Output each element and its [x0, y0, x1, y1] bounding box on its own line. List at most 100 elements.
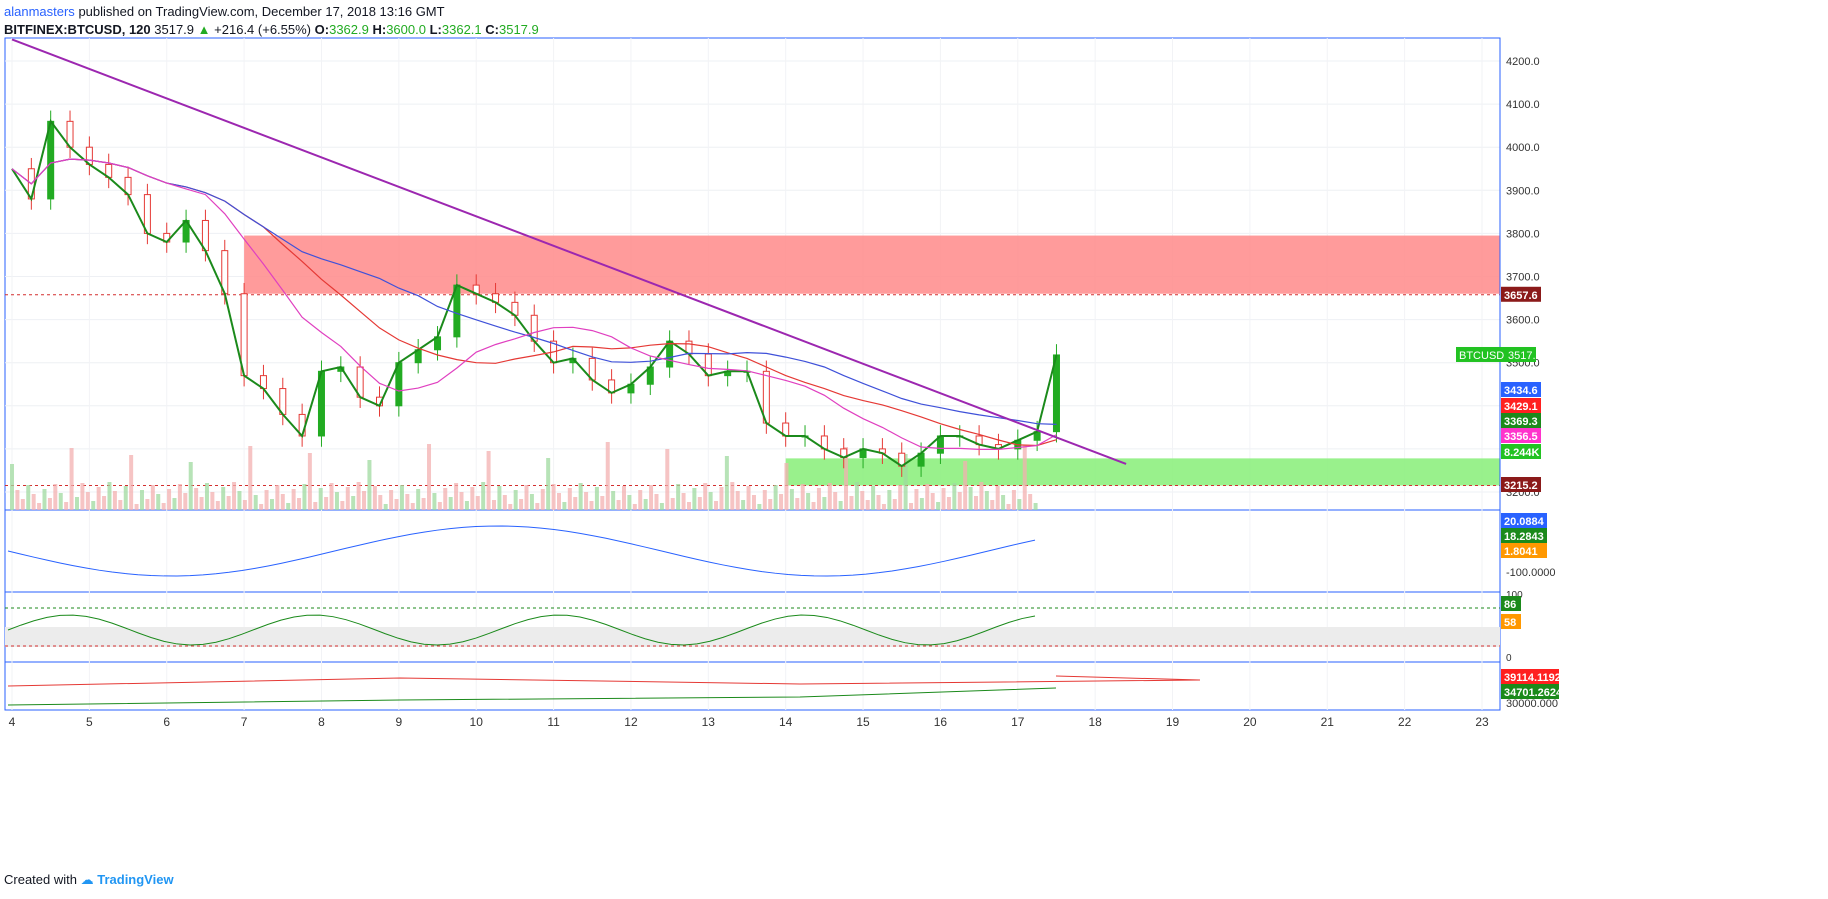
volume-bar — [919, 498, 924, 510]
volume-bar — [123, 486, 128, 510]
x-tick-label: 9 — [395, 715, 402, 729]
x-tick-label: 7 — [241, 715, 248, 729]
stoch-band — [5, 627, 1500, 647]
volume-bar — [984, 491, 989, 510]
volume-bar — [199, 497, 204, 510]
volume-bar — [26, 485, 31, 510]
stoch-label: 58 — [1504, 617, 1516, 629]
volume-bar — [448, 497, 453, 510]
volume-bar — [486, 451, 491, 510]
volume-bar — [497, 486, 502, 510]
volume-bar — [399, 485, 404, 510]
volume-bar — [69, 448, 74, 510]
volume-bar — [941, 488, 946, 510]
volume-bar — [567, 488, 572, 510]
volume-bar — [833, 492, 838, 510]
volume-bar — [302, 484, 307, 510]
volume-bar — [1006, 504, 1011, 510]
obv-red-line — [7, 675, 1201, 687]
volume-bar — [502, 495, 507, 510]
volume-bar — [286, 503, 291, 510]
footer: Created with ☁ TradingView — [4, 872, 174, 888]
volume-bar — [519, 499, 524, 510]
macd-pane-frame — [4, 509, 1501, 593]
volume-bar — [492, 500, 497, 510]
x-tick-label: 5 — [86, 715, 93, 729]
price-label: 3429.1 — [1504, 401, 1538, 413]
volume-bar — [508, 504, 513, 510]
ma-red-line — [11, 158, 1057, 447]
volume-bar — [654, 494, 659, 510]
x-tick-label: 14 — [779, 715, 793, 729]
high-value: 3600.0 — [386, 22, 426, 37]
price-change: +216.4 (+6.55%) — [214, 22, 312, 37]
price-tick-label: 4200.0 — [1506, 56, 1540, 68]
open-value: 3362.9 — [329, 22, 369, 37]
obv-label: 34701.2624 — [1504, 687, 1563, 699]
macd-label: 20.0884 — [1504, 516, 1545, 528]
x-tick-label: 13 — [702, 715, 716, 729]
volume-bar — [686, 502, 691, 510]
x-tick-label: 21 — [1321, 715, 1335, 729]
volume-bar — [946, 497, 951, 510]
volume-bar — [990, 500, 995, 510]
x-tick-label: 20 — [1243, 715, 1257, 729]
volume-bar — [930, 493, 935, 510]
volume-bar — [204, 483, 209, 510]
close-label: C: — [485, 22, 499, 37]
volume-bar — [957, 492, 962, 510]
volume-bar — [1022, 445, 1027, 510]
volume-bar — [167, 489, 172, 510]
volume-bar — [551, 484, 556, 510]
macd-label-bg — [1501, 528, 1547, 543]
volume-bar — [632, 504, 637, 510]
price-label-bg — [1501, 477, 1541, 492]
volume-bar — [968, 487, 973, 510]
stoch-label: 86 — [1504, 599, 1516, 611]
volume-bar — [269, 499, 274, 510]
volume-bar — [573, 497, 578, 510]
ma-green-line — [11, 119, 1058, 468]
volume-bar — [979, 482, 984, 510]
volume-bar — [156, 494, 161, 510]
tradingview-brand[interactable]: TradingView — [97, 872, 174, 887]
close-value: 3517.9 — [498, 22, 539, 37]
trendline — [11, 38, 1127, 465]
volume-bar — [659, 503, 664, 510]
price-label-bg — [1501, 286, 1541, 302]
volume-bar — [800, 484, 805, 510]
volume-bar — [454, 483, 459, 510]
volume-bar — [540, 489, 545, 510]
volume-bar — [188, 462, 193, 510]
volume-bar — [15, 490, 20, 510]
volume-bar — [757, 504, 762, 510]
volume-bar — [221, 487, 226, 510]
price-tick-label: 3700.0 — [1506, 272, 1540, 284]
published-text: published on TradingView.com, December 1… — [78, 4, 445, 19]
volume-bar — [253, 495, 258, 510]
volume-bar — [784, 463, 789, 510]
volume-bar — [627, 495, 632, 510]
obv-pane-frame — [4, 661, 1501, 711]
volume-bar — [237, 491, 242, 510]
volume-bar — [172, 498, 177, 510]
author-link[interactable]: alanmasters — [4, 4, 75, 19]
low-label: L: — [429, 22, 442, 37]
obv-label: 39114.1192 — [1504, 672, 1561, 684]
low-value: 3362.1 — [441, 22, 482, 37]
volume-bar — [112, 491, 117, 510]
volume-bar — [291, 489, 296, 510]
volume-bar — [118, 500, 123, 510]
volume-bar — [64, 502, 69, 510]
volume-bar — [795, 498, 800, 510]
volume-bar — [735, 491, 740, 510]
price-tick-label: 3600.0 — [1506, 315, 1540, 327]
symbol-label[interactable]: BITFINEX:BTCUSD, 120 — [4, 22, 151, 37]
volume-bar — [773, 485, 778, 510]
volume-bar — [102, 496, 107, 510]
volume-bar — [724, 456, 729, 510]
volume-bar — [280, 494, 285, 510]
volume-bar — [806, 493, 811, 510]
volume-bar — [334, 492, 339, 510]
